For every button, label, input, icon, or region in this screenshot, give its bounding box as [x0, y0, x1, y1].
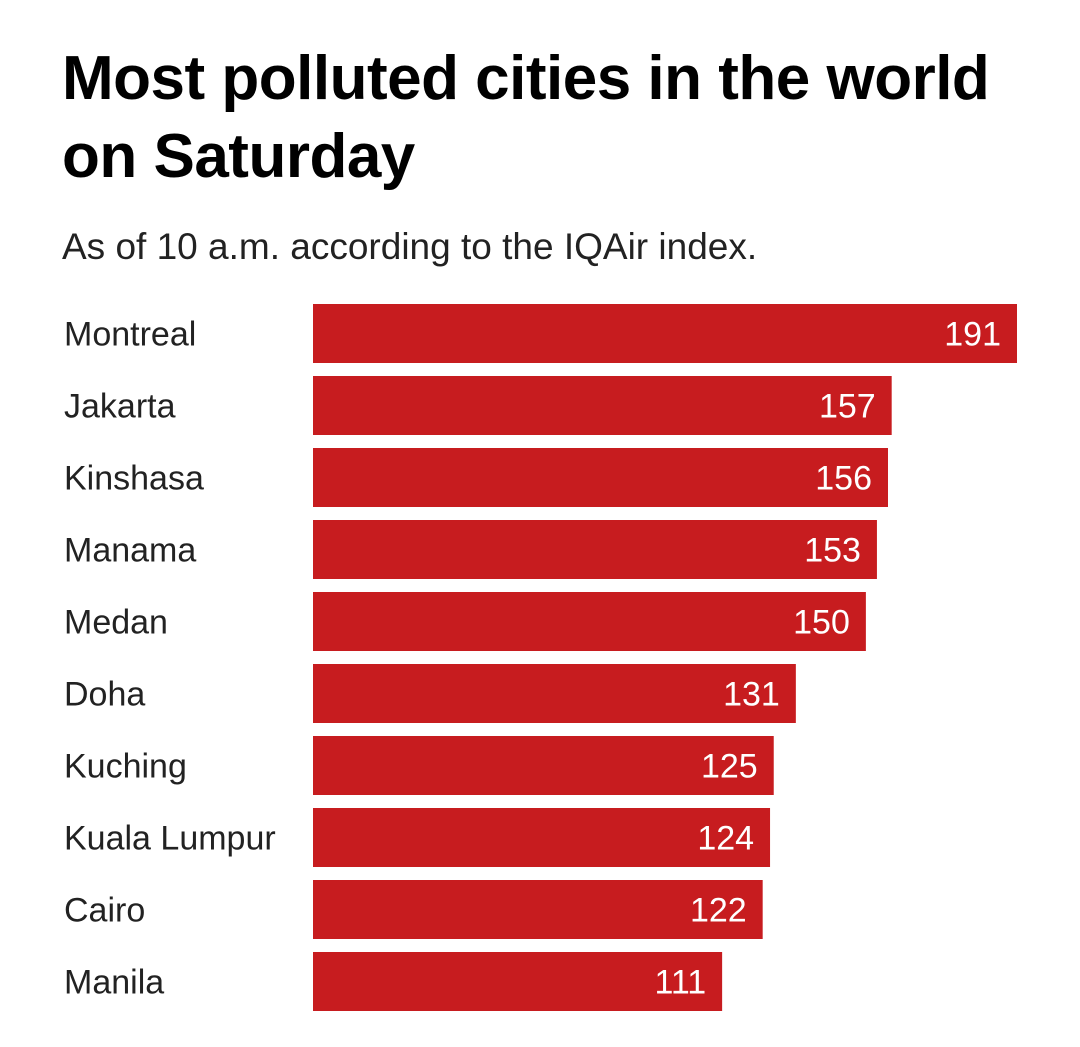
category-label: Montreal: [64, 316, 196, 354]
bar: [313, 304, 1017, 363]
category-label: Jakarta: [64, 388, 176, 426]
bar: [313, 880, 763, 939]
chart-subtitle: As of 10 a.m. according to the IQAir ind…: [62, 226, 758, 267]
category-label: Doha: [64, 676, 145, 714]
value-label: 156: [815, 460, 872, 498]
bar: [313, 448, 888, 507]
category-label: Kinshasa: [64, 460, 204, 498]
chart-title: Most polluted cities in the world on Sat…: [62, 44, 990, 191]
bar: [313, 592, 866, 651]
value-label: 191: [944, 316, 1001, 354]
value-label: 153: [804, 532, 861, 570]
bar: [313, 664, 796, 723]
category-label: Manama: [64, 532, 196, 570]
category-label: Manila: [64, 964, 164, 1002]
value-label: 111: [654, 964, 706, 1002]
bar: [313, 520, 877, 579]
bar: [313, 736, 774, 795]
value-label: 157: [819, 388, 876, 426]
bar: [313, 952, 723, 1011]
value-label: 122: [690, 892, 747, 930]
value-label: 124: [697, 820, 754, 858]
category-label: Kuala Lumpur: [64, 820, 276, 858]
value-label: 131: [723, 676, 780, 714]
value-label: 125: [701, 748, 758, 786]
value-label: 150: [793, 604, 850, 642]
bar: [313, 376, 892, 435]
category-label: Kuching: [64, 748, 187, 786]
category-label: Cairo: [64, 892, 145, 930]
bar: [313, 808, 771, 867]
category-label: Medan: [64, 604, 168, 642]
